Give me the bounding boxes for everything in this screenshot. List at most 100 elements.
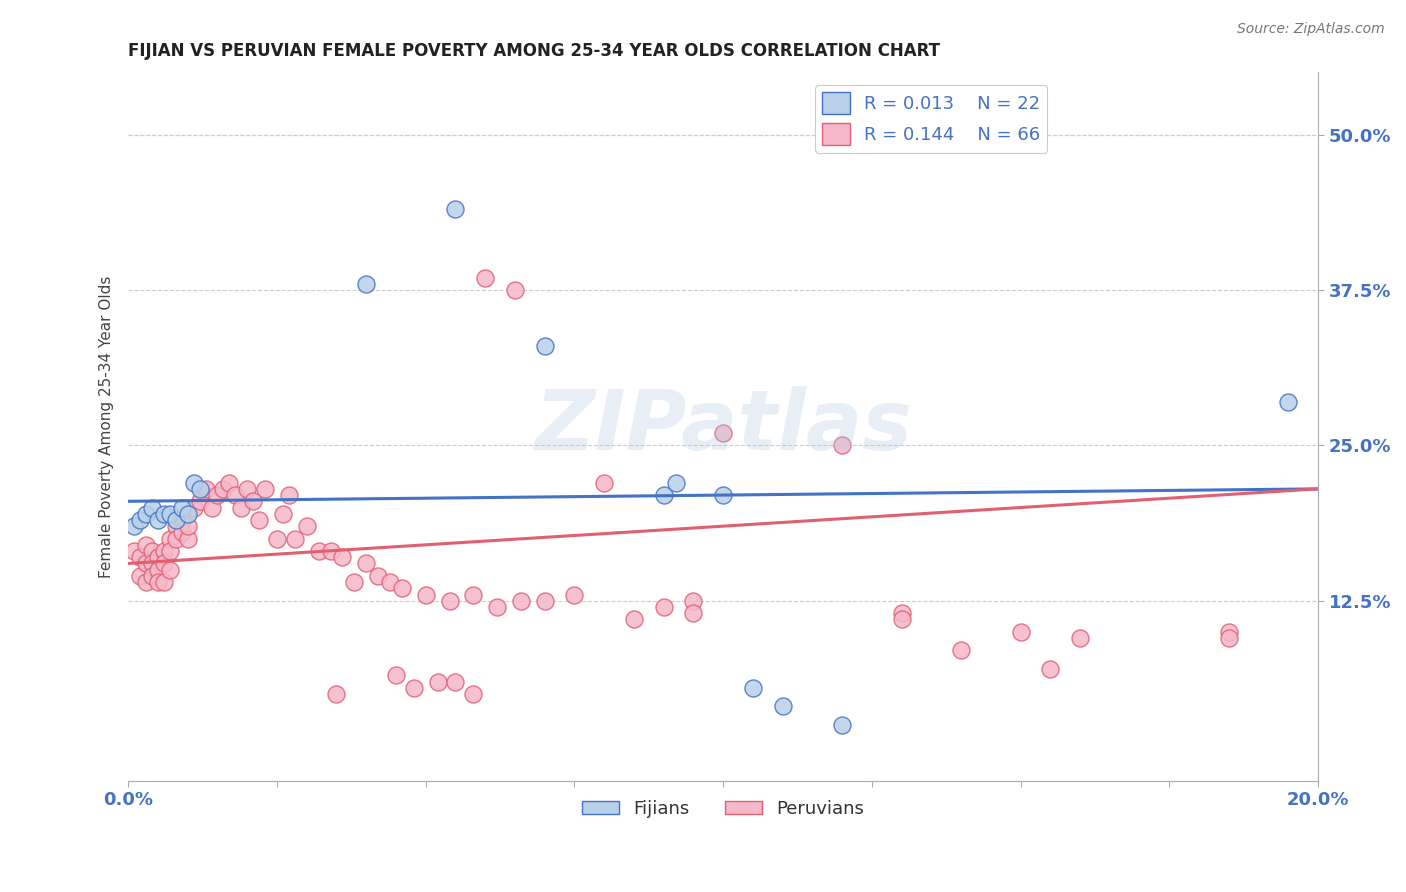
Point: [183, 500, 205, 515]
Point: [950, 643, 973, 657]
Point: [170, 513, 193, 527]
Point: [129, 569, 152, 583]
Point: [378, 575, 401, 590]
Point: [242, 494, 264, 508]
Point: [682, 593, 704, 607]
Point: [141, 544, 163, 558]
Point: [141, 569, 163, 583]
Point: [503, 283, 526, 297]
Point: [391, 582, 413, 596]
Point: [284, 532, 307, 546]
Point: [444, 202, 467, 216]
Point: [486, 599, 509, 614]
Point: [533, 339, 555, 353]
Point: [129, 550, 152, 565]
Point: [367, 569, 389, 583]
Point: [332, 550, 354, 565]
Point: [122, 519, 145, 533]
Point: [188, 482, 211, 496]
Point: [533, 593, 555, 607]
Point: [444, 674, 467, 689]
Point: [325, 687, 347, 701]
Point: [247, 513, 270, 527]
Point: [711, 425, 734, 440]
Point: [426, 674, 449, 689]
Point: [354, 277, 377, 291]
Point: [711, 488, 734, 502]
Point: [165, 532, 187, 546]
Point: [141, 500, 163, 515]
Point: [652, 488, 675, 502]
Point: [772, 699, 794, 714]
Point: [170, 500, 193, 515]
Point: [254, 482, 277, 496]
Point: [212, 482, 235, 496]
Point: [509, 593, 531, 607]
Point: [153, 557, 176, 571]
Point: [1069, 631, 1091, 645]
Point: [415, 588, 437, 602]
Point: [159, 544, 181, 558]
Point: [354, 557, 377, 571]
Point: [343, 575, 366, 590]
Point: [664, 475, 686, 490]
Point: [135, 538, 157, 552]
Point: [159, 507, 181, 521]
Point: [194, 482, 217, 496]
Point: [218, 475, 240, 490]
Point: [890, 612, 912, 626]
Text: ZIPatlas: ZIPatlas: [534, 386, 912, 467]
Point: [623, 612, 645, 626]
Point: [831, 438, 853, 452]
Point: [153, 507, 176, 521]
Point: [593, 475, 616, 490]
Point: [135, 507, 157, 521]
Point: [153, 544, 176, 558]
Point: [385, 668, 408, 682]
Point: [463, 588, 485, 602]
Point: [146, 575, 169, 590]
Point: [159, 563, 181, 577]
Point: [183, 475, 205, 490]
Point: [146, 563, 169, 577]
Point: [474, 270, 496, 285]
Point: [890, 606, 912, 620]
Point: [200, 500, 222, 515]
Point: [1218, 624, 1240, 639]
Legend: Fijians, Peruvians: Fijians, Peruvians: [575, 793, 872, 825]
Y-axis label: Female Poverty Among 25-34 Year Olds: Female Poverty Among 25-34 Year Olds: [100, 276, 114, 578]
Point: [236, 482, 259, 496]
Point: [153, 575, 176, 590]
Text: FIJIAN VS PERUVIAN FEMALE POVERTY AMONG 25-34 YEAR OLDS CORRELATION CHART: FIJIAN VS PERUVIAN FEMALE POVERTY AMONG …: [128, 42, 941, 60]
Point: [177, 519, 200, 533]
Point: [1218, 631, 1240, 645]
Point: [831, 718, 853, 732]
Point: [295, 519, 318, 533]
Point: [224, 488, 246, 502]
Point: [165, 513, 187, 527]
Point: [266, 532, 288, 546]
Point: [135, 575, 157, 590]
Point: [129, 513, 152, 527]
Point: [159, 532, 181, 546]
Point: [141, 557, 163, 571]
Point: [177, 532, 200, 546]
Point: [146, 513, 169, 527]
Point: [741, 681, 763, 695]
Point: [682, 606, 704, 620]
Point: [1010, 624, 1032, 639]
Point: [1039, 662, 1062, 676]
Text: Source: ZipAtlas.com: Source: ZipAtlas.com: [1237, 22, 1385, 37]
Point: [146, 550, 169, 565]
Point: [188, 494, 211, 508]
Point: [463, 687, 485, 701]
Point: [277, 488, 299, 502]
Point: [207, 488, 229, 502]
Point: [165, 519, 187, 533]
Point: [308, 544, 330, 558]
Point: [439, 593, 461, 607]
Point: [1277, 395, 1299, 409]
Point: [271, 507, 294, 521]
Point: [319, 544, 342, 558]
Point: [652, 599, 675, 614]
